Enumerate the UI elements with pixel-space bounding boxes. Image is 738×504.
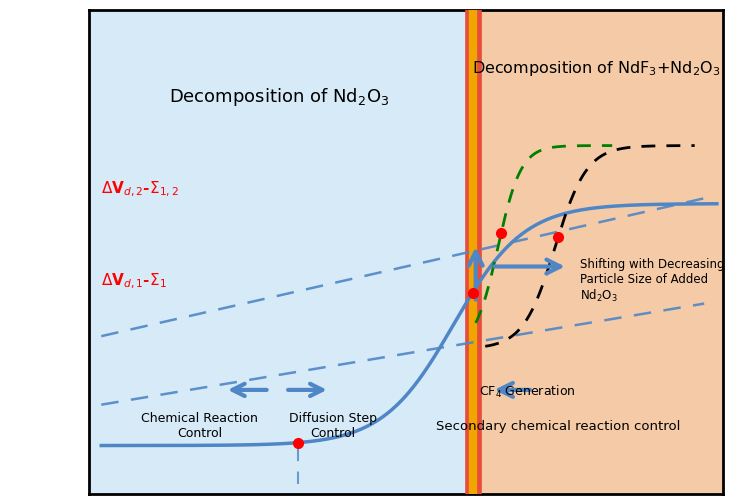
Text: Chemical Reaction
Control: Chemical Reaction Control [141, 412, 258, 440]
Text: Diffusion Step
Control: Diffusion Step Control [289, 412, 377, 440]
Text: Secondary chemical reaction control: Secondary chemical reaction control [436, 420, 680, 432]
Text: Decomposition of Nd$_2$O$_3$: Decomposition of Nd$_2$O$_3$ [169, 86, 389, 108]
Text: Decomposition of NdF$_3$+Nd$_2$O$_3$: Decomposition of NdF$_3$+Nd$_2$O$_3$ [472, 58, 720, 78]
Text: CF$_4$ Generation: CF$_4$ Generation [479, 384, 576, 400]
Text: $\Delta$V$_{d, 2}$-$\Sigma_{1,2}$: $\Delta$V$_{d, 2}$-$\Sigma_{1,2}$ [101, 179, 179, 199]
Bar [89, 10, 472, 494]
Bar [472, 10, 723, 494]
Text: Shifting with Decreasing
Particle Size of Added
Nd$_2$O$_3$: Shifting with Decreasing Particle Size o… [581, 258, 725, 304]
Text: $\Delta$V$_{d, 1}$-$\Sigma_1$: $\Delta$V$_{d, 1}$-$\Sigma_1$ [101, 271, 167, 291]
